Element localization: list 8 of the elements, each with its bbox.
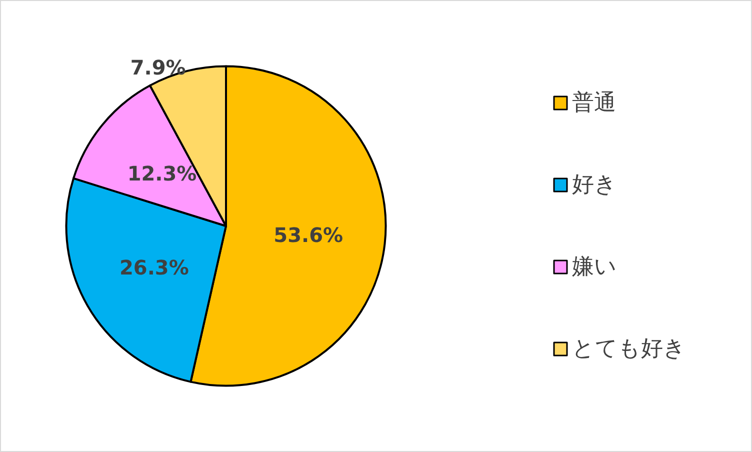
legend-label: 嫌い (572, 254, 617, 280)
legend-label: とても好き (572, 336, 686, 362)
legend-label: 普通 (572, 90, 616, 116)
data-label: 53.6% (274, 223, 344, 248)
data-label: 12.3% (127, 161, 197, 186)
data-label: 7.9% (130, 55, 186, 80)
legend-label: 好き (572, 172, 617, 198)
data-label: 26.3% (119, 255, 189, 280)
